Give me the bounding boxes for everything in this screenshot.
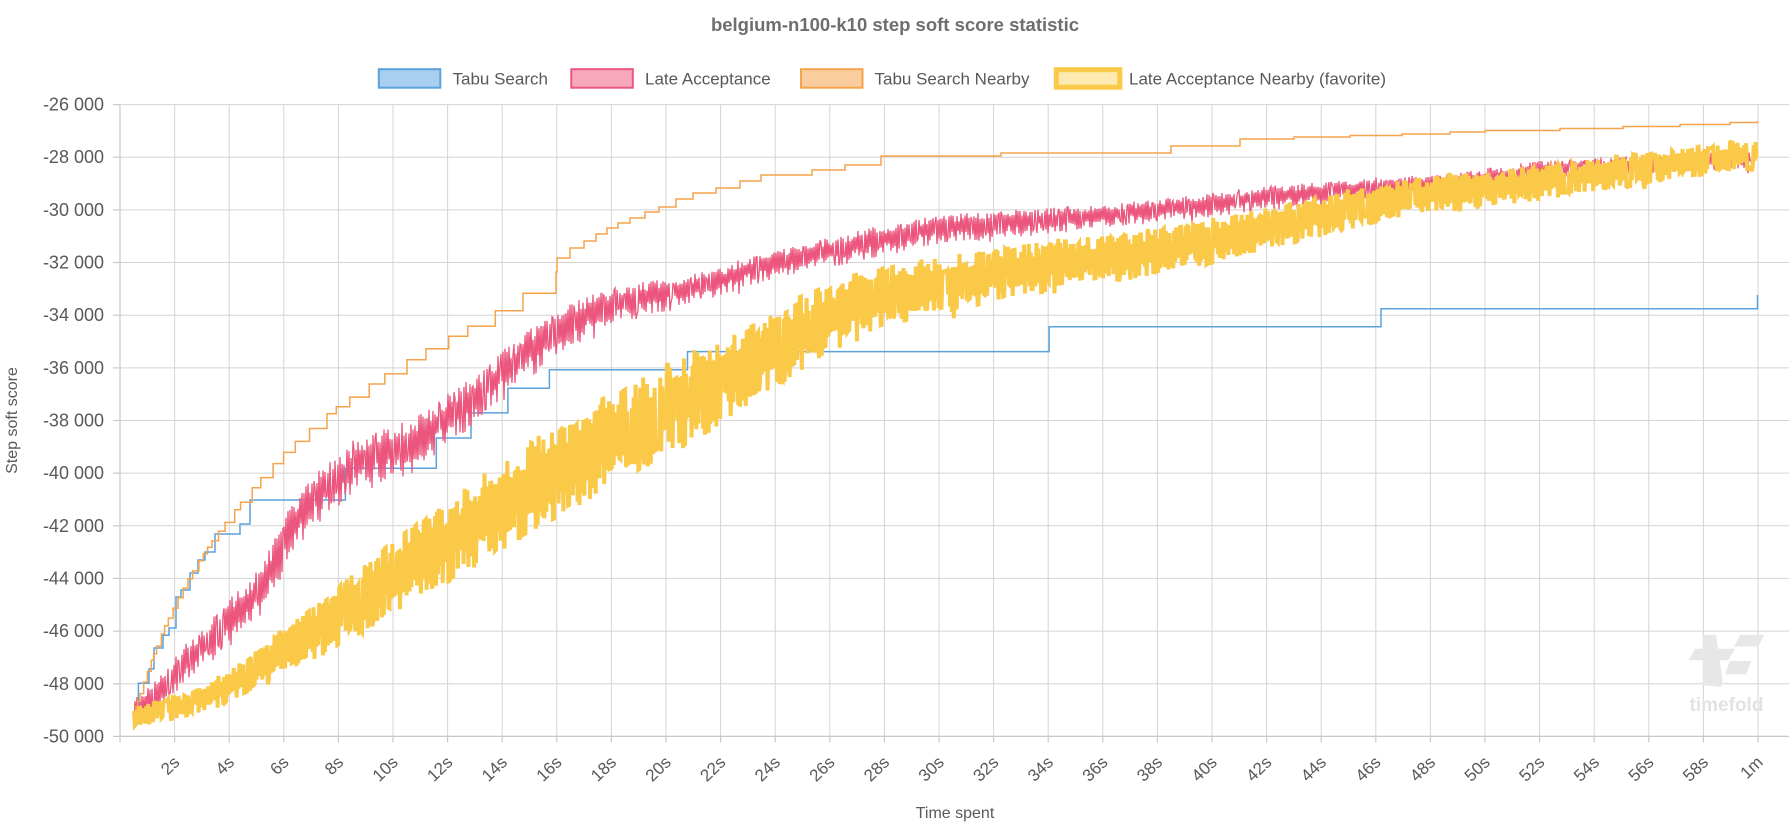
svg-text:-46 000: -46 000	[43, 621, 104, 641]
svg-text:-30 000: -30 000	[43, 200, 104, 220]
svg-text:Late Acceptance: Late Acceptance	[645, 70, 771, 89]
svg-text:-28 000: -28 000	[43, 147, 104, 167]
svg-text:Tabu Search Nearby: Tabu Search Nearby	[875, 70, 1030, 89]
svg-text:-40 000: -40 000	[43, 463, 104, 483]
svg-text:belgium-n100-k10 step soft sco: belgium-n100-k10 step soft score statist…	[711, 14, 1079, 35]
svg-text:-42 000: -42 000	[43, 516, 104, 536]
svg-text:Time spent: Time spent	[916, 805, 995, 822]
svg-text:Step soft score: Step soft score	[4, 367, 21, 474]
svg-text:-44 000: -44 000	[43, 568, 104, 588]
svg-text:Tabu Search: Tabu Search	[453, 70, 548, 89]
svg-text:Late Acceptance Nearby (favori: Late Acceptance Nearby (favorite)	[1129, 70, 1386, 89]
svg-text:-36 000: -36 000	[43, 358, 104, 378]
svg-text:-34 000: -34 000	[43, 305, 104, 325]
svg-text:-38 000: -38 000	[43, 411, 104, 431]
svg-text:-48 000: -48 000	[43, 674, 104, 694]
svg-text:-26 000: -26 000	[43, 95, 104, 115]
svg-text:timefold: timefold	[1690, 695, 1764, 716]
svg-text:-32 000: -32 000	[43, 253, 104, 273]
svg-text:-50 000: -50 000	[43, 726, 104, 746]
